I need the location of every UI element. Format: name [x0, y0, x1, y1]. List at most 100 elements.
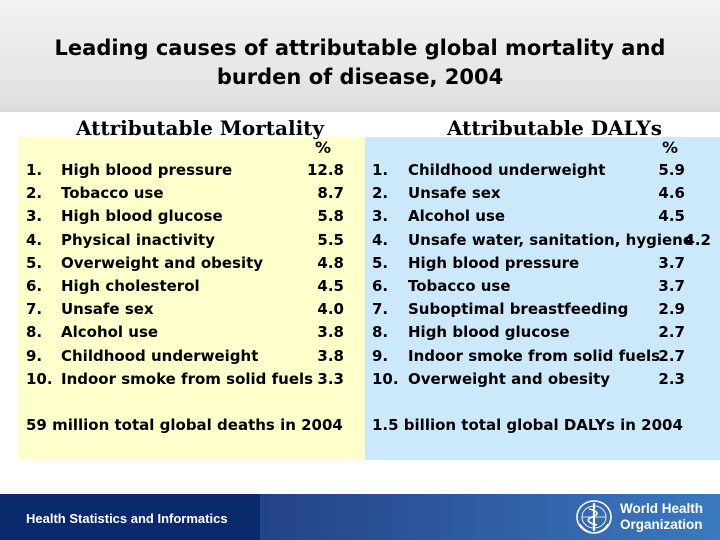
who-name-line-2: Organization — [620, 517, 703, 532]
percent-value: 3.8 — [317, 323, 344, 342]
list-item: 3. Alcohol use 4.5 — [372, 205, 711, 228]
list-item: 7. Unsafe sex 4.0 — [26, 298, 348, 321]
percent-value: 4.8 — [317, 253, 344, 272]
rank: 2. — [26, 184, 43, 203]
list-item: 6. Tobacco use 3.7 — [372, 275, 711, 298]
list-item: 5. Overweight and obesity 4.8 — [26, 252, 348, 275]
rank: 10. — [372, 369, 399, 388]
rank: 6. — [372, 276, 389, 295]
risk-factor: Unsafe water, sanitation, hygiene — [408, 230, 694, 249]
risk-factor: High blood glucose — [408, 323, 570, 342]
percent-value: 2.7 — [658, 346, 685, 365]
percent-value: 4.5 — [317, 276, 344, 295]
mortality-list: 1. High blood pressure 12.8 2. Tobacco use 8… — [26, 159, 348, 391]
risk-factor: Alcohol use — [408, 207, 506, 226]
list-item: 1. High blood pressure 12.8 — [26, 159, 348, 182]
rank: 7. — [372, 300, 389, 319]
mortality-heading: Attributable Mortality — [76, 116, 325, 140]
who-wordmark: World Health Organization — [620, 501, 703, 533]
percent-value: 2.7 — [658, 323, 685, 342]
mortality-percent-label: % — [315, 138, 332, 157]
percent-value: 3.8 — [317, 346, 344, 365]
rank: 8. — [372, 323, 389, 342]
risk-factor: Indoor smoke from solid fuels — [408, 346, 661, 365]
list-item: 1. Childhood underweight 5.9 — [372, 159, 711, 182]
risk-factor: Alcohol use — [61, 323, 159, 342]
list-item: 7. Suboptimal breastfeeding 2.9 — [372, 298, 711, 321]
risk-factor: Unsafe sex — [408, 184, 501, 203]
risk-factor: High blood glucose — [61, 207, 223, 226]
rank: 3. — [372, 207, 389, 226]
risk-factor: Overweight and obesity — [61, 253, 264, 272]
percent-value: 4.0 — [317, 300, 344, 319]
rank: 9. — [372, 346, 389, 365]
risk-factor: Overweight and obesity — [408, 369, 611, 388]
list-item: 4. Unsafe water, sanitation, hygiene 4.2 — [372, 229, 711, 252]
list-item: 10. Indoor smoke from solid fuels 3.3 — [26, 368, 348, 391]
risk-factor: Unsafe sex — [61, 300, 154, 319]
who-emblem-icon — [576, 500, 612, 534]
slide-title-line-1: Leading causes of attributable global mo… — [54, 36, 666, 60]
slide-title: Leading causes of attributable global mo… — [20, 34, 700, 92]
rank: 3. — [26, 207, 43, 226]
percent-value: 8.7 — [317, 184, 344, 203]
rank: 4. — [372, 230, 389, 249]
dalys-panel — [365, 137, 720, 460]
percent-value: 5.5 — [317, 230, 344, 249]
list-item: 6. High cholesterol 4.5 — [26, 275, 348, 298]
dalys-total: 1.5 billion total global DALYs in 2004 — [372, 416, 683, 434]
rank: 5. — [26, 253, 43, 272]
list-item: 8. High blood glucose 2.7 — [372, 321, 711, 344]
list-item: 9. Childhood underweight 3.8 — [26, 345, 348, 368]
rank: 2. — [372, 184, 389, 203]
list-item: 8. Alcohol use 3.8 — [26, 321, 348, 344]
rank: 9. — [26, 346, 43, 365]
risk-factor: High blood pressure — [61, 161, 233, 179]
list-item: 2. Tobacco use 8.7 — [26, 182, 348, 205]
footer-tab — [0, 494, 260, 540]
risk-factor: Childhood underweight — [61, 346, 259, 365]
risk-factor: Childhood underweight — [408, 161, 606, 179]
rank: 7. — [26, 300, 43, 319]
rank: 8. — [26, 323, 43, 342]
list-item: 5. High blood pressure 3.7 — [372, 252, 711, 275]
percent-value: 12.8 — [306, 161, 344, 179]
rank: 1. — [26, 161, 43, 179]
percent-value: 3.7 — [658, 276, 685, 295]
dalys-percent-label: % — [662, 138, 679, 157]
percent-value: 2.9 — [658, 300, 685, 319]
risk-factor: High blood pressure — [408, 253, 580, 272]
risk-factor: Physical inactivity — [61, 230, 215, 249]
percent-value: 4.5 — [658, 207, 685, 226]
rank: 4. — [26, 230, 43, 249]
list-item: 10. Overweight and obesity 2.3 — [372, 368, 711, 391]
percent-value: 4.2 — [684, 230, 711, 249]
risk-factor: Tobacco use — [61, 184, 164, 203]
rank: 1. — [372, 161, 389, 179]
percent-value: 5.8 — [317, 207, 344, 226]
list-item: 4. Physical inactivity 5.5 — [26, 229, 348, 252]
list-item: 2. Unsafe sex 4.6 — [372, 182, 711, 205]
risk-factor: High cholesterol — [61, 276, 200, 295]
percent-value: 3.7 — [658, 253, 685, 272]
risk-factor: Tobacco use — [408, 276, 511, 295]
rank: 5. — [372, 253, 389, 272]
percent-value: 5.9 — [658, 161, 685, 179]
dalys-list: 1. Childhood underweight 5.9 2. Unsafe sex 4… — [372, 159, 711, 391]
title-bar — [0, 0, 720, 112]
risk-factor: Indoor smoke from solid fuels — [61, 369, 314, 388]
list-item: 3. High blood glucose 5.8 — [26, 205, 348, 228]
percent-value: 3.3 — [317, 369, 344, 388]
list-item: 9. Indoor smoke from solid fuels 2.7 — [372, 345, 711, 368]
dalys-heading: Attributable DALYs — [447, 116, 662, 140]
mortality-total: 59 million total global deaths in 2004 — [26, 416, 343, 434]
rank: 6. — [26, 276, 43, 295]
risk-factor: Suboptimal breastfeeding — [408, 300, 629, 319]
who-name-line-1: World Health — [620, 501, 704, 516]
mortality-panel — [18, 137, 365, 460]
percent-value: 4.6 — [658, 184, 685, 203]
rank: 10. — [26, 369, 53, 388]
footer-label: Health Statistics and Informatics — [26, 511, 228, 526]
slide-title-line-2: burden of disease, 2004 — [216, 65, 504, 89]
percent-value: 2.3 — [658, 369, 685, 388]
